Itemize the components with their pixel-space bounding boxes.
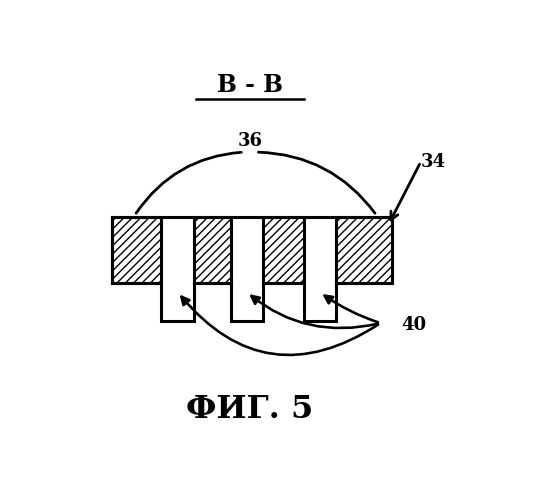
Bar [112, 218, 161, 283]
Text: В - В: В - В [217, 73, 283, 97]
Text: 36: 36 [238, 132, 262, 150]
Text: 40: 40 [402, 316, 427, 334]
Bar [194, 218, 231, 283]
Bar [336, 218, 392, 283]
Bar [264, 218, 303, 283]
Text: ФИГ. 5: ФИГ. 5 [186, 394, 314, 425]
Polygon shape [112, 218, 392, 321]
Text: 34: 34 [421, 153, 446, 171]
